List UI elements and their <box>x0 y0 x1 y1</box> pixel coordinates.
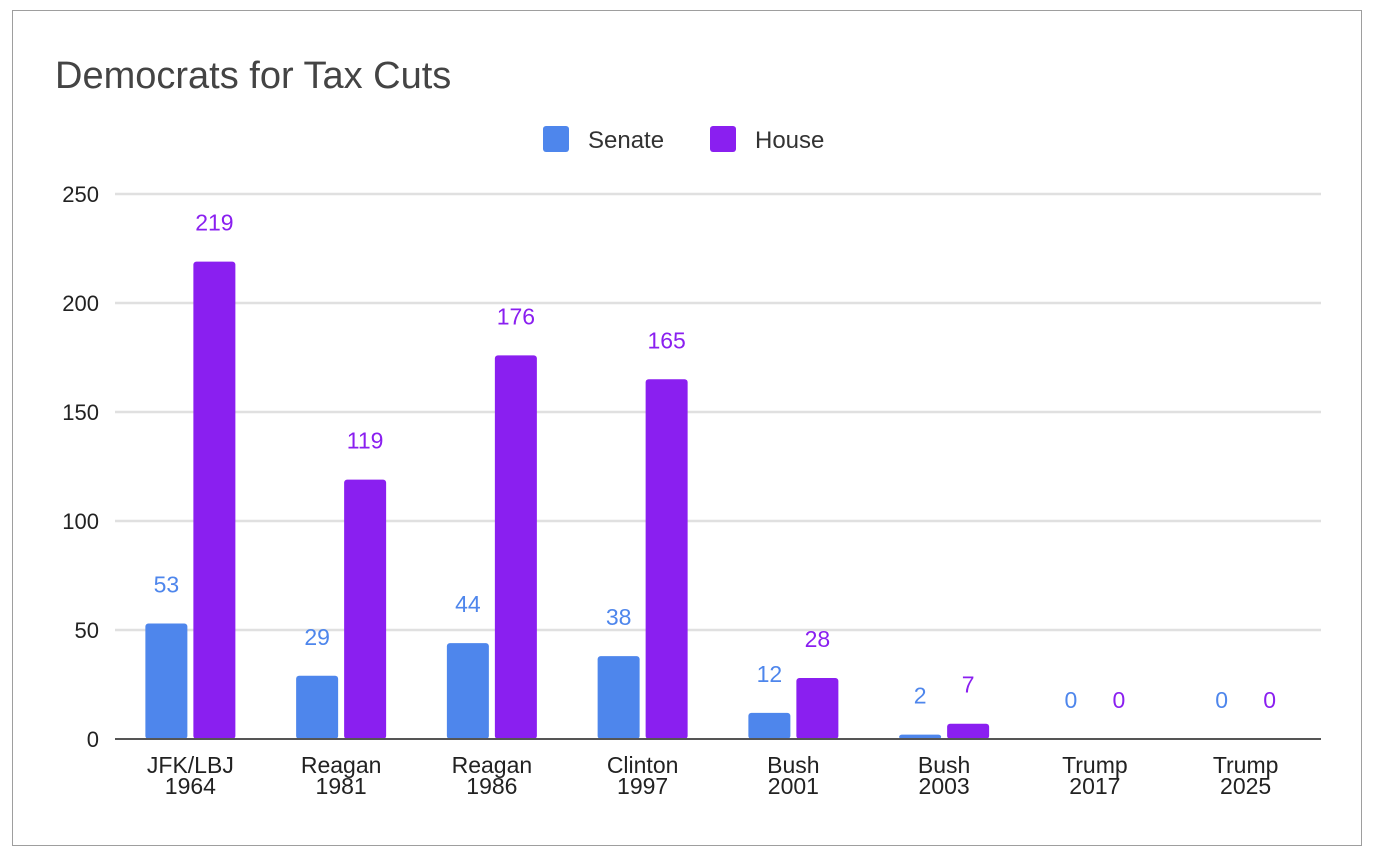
x-tick-label: JFK/LBJ <box>147 752 234 778</box>
x-tick-label: 1997 <box>617 773 668 799</box>
x-tick-label: 2017 <box>1069 773 1120 799</box>
data-label-house: 219 <box>195 210 233 236</box>
x-tick-label: 1981 <box>316 773 367 799</box>
data-label-senate: 38 <box>606 604 632 630</box>
gridlines <box>115 192 1321 632</box>
x-axis: JFK/LBJ1964Reagan1981Reagan1986Clinton19… <box>115 738 1321 799</box>
y-tick-label: 50 <box>75 618 99 643</box>
x-tick-label: Trump <box>1062 752 1128 778</box>
chart-title: Democrats for Tax Cuts <box>55 55 451 97</box>
data-label-senate: 0 <box>1215 687 1228 713</box>
bar-senate <box>296 675 339 739</box>
data-label-senate: 2 <box>914 683 927 709</box>
data-label-senate: 0 <box>1064 687 1077 713</box>
x-tick-label: 1964 <box>165 773 216 799</box>
y-tick-label: 0 <box>87 727 99 752</box>
bar-senate <box>446 643 489 739</box>
bar-house <box>193 261 236 739</box>
data-label-senate: 29 <box>304 624 330 650</box>
x-tick-label: Bush <box>918 752 970 778</box>
y-tick-label: 200 <box>62 291 99 316</box>
bar-senate <box>597 656 640 739</box>
legend-label-senate: Senate <box>588 127 664 154</box>
data-label-house: 119 <box>347 428 384 454</box>
bars <box>145 261 990 739</box>
data-label-house: 176 <box>497 303 535 329</box>
bar-house <box>645 379 688 739</box>
data-label-senate: 12 <box>757 661 783 687</box>
x-tick-label: Reagan <box>452 752 533 778</box>
data-label-house: 0 <box>1263 687 1276 713</box>
y-axis-ticks: 0 50 100 150 200 250 <box>62 182 99 752</box>
data-labels: 53 219 29 119 44 176 38 165 12 28 2 7 0 0 0 0 <box>154 210 1276 713</box>
legend-swatch-house <box>710 126 736 152</box>
data-label-house: 165 <box>647 327 685 353</box>
bar-house <box>947 723 990 739</box>
data-label-senate: 53 <box>154 571 180 597</box>
x-tick-label: 2003 <box>919 773 970 799</box>
x-tick-label: Clinton <box>607 752 679 778</box>
bar-senate <box>748 712 791 739</box>
x-tick-label: 2001 <box>768 773 819 799</box>
bar-chart: Democrats for Tax Cuts Senate House 0 50 10… <box>55 55 1321 799</box>
x-tick-label: Reagan <box>301 752 382 778</box>
x-tick-label: Bush <box>767 752 819 778</box>
data-label-house: 0 <box>1112 687 1125 713</box>
legend-swatch-senate <box>543 126 569 152</box>
chart-frame: Democrats for Tax Cuts Senate House 0 50 10… <box>12 10 1362 846</box>
bar-house <box>344 479 387 739</box>
bar-senate <box>145 623 188 739</box>
y-tick-label: 250 <box>62 182 99 207</box>
bar-house <box>494 355 537 739</box>
bar-house <box>796 677 839 739</box>
legend: Senate House <box>543 126 824 154</box>
bar-senate <box>899 734 942 739</box>
y-tick-label: 100 <box>62 509 99 534</box>
x-tick-label: Trump <box>1213 752 1279 778</box>
y-tick-label: 150 <box>62 400 99 425</box>
data-label-senate: 44 <box>455 591 481 617</box>
x-tick-label: 1986 <box>466 773 517 799</box>
x-tick-label: 2025 <box>1220 773 1271 799</box>
legend-label-house: House <box>755 127 824 154</box>
data-label-house: 7 <box>962 672 975 698</box>
data-label-house: 28 <box>805 626 831 652</box>
